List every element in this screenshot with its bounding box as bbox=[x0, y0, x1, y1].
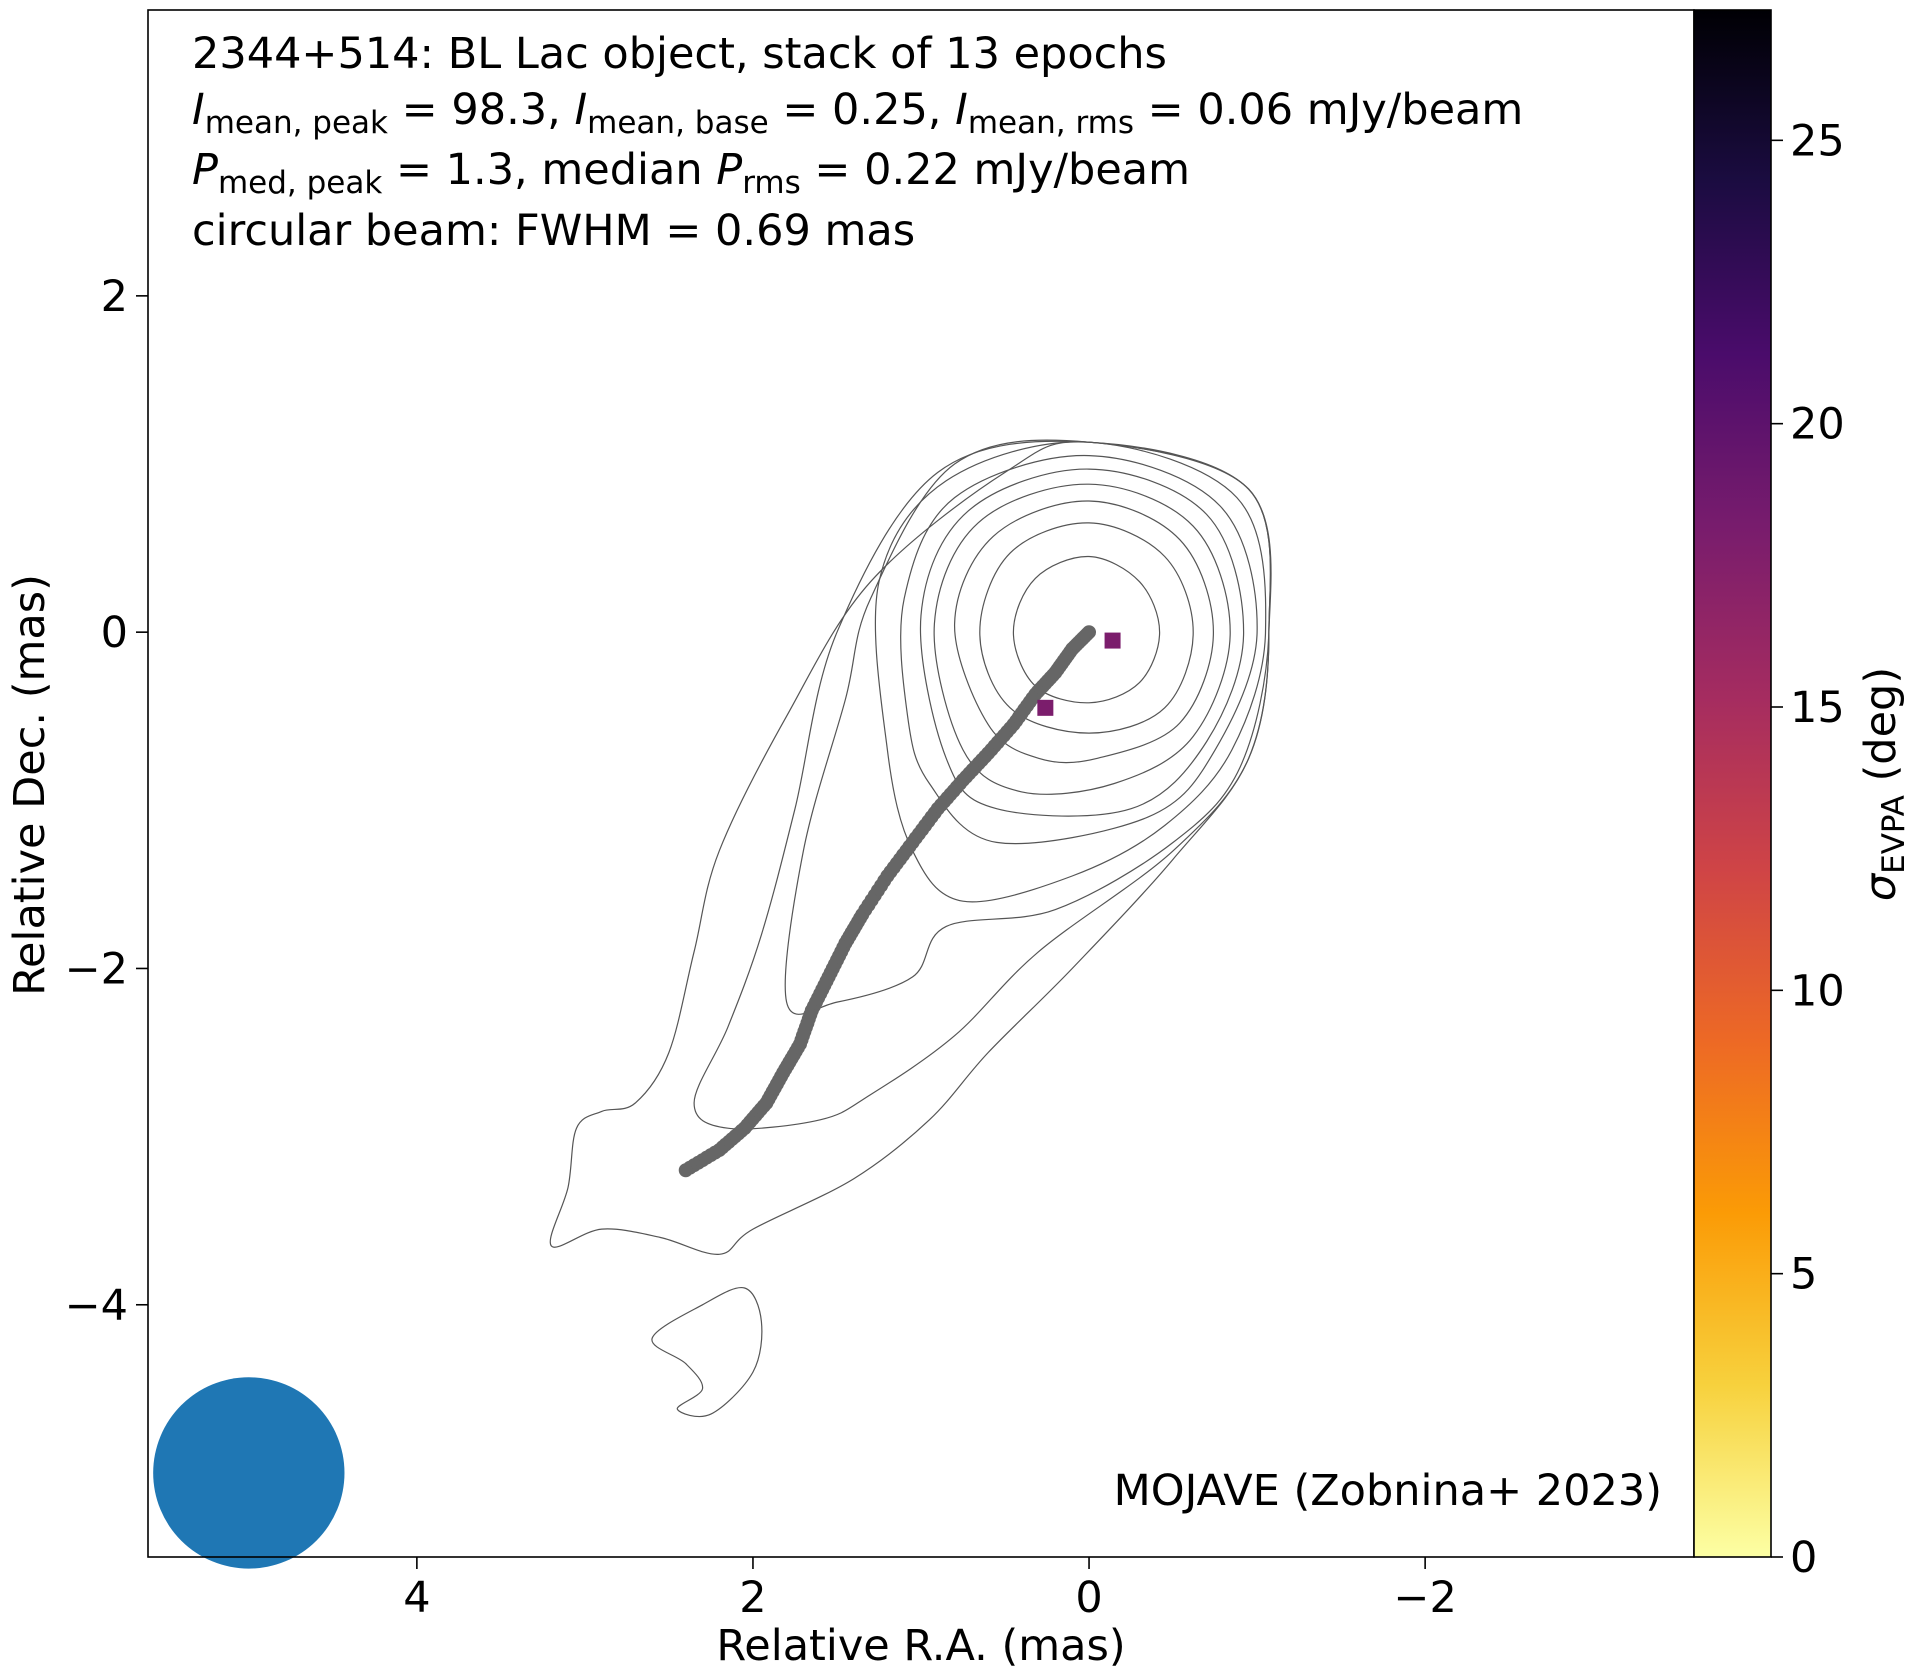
x-axis-ticks: 4 2 0 −2 bbox=[403, 1557, 1457, 1623]
colorbar-ticks: 0 5 10 15 20 25 bbox=[1771, 116, 1845, 1583]
contour-level-10 bbox=[549, 441, 1272, 1255]
y-axis-label: Relative Dec. (mas) bbox=[5, 574, 55, 996]
ridgeline-point bbox=[678, 1163, 693, 1178]
y-axis-ticks: 2 0 −2 −4 bbox=[65, 272, 148, 1331]
contour-level-9 bbox=[693, 440, 1272, 1130]
x-tick-label: 0 bbox=[1075, 1573, 1102, 1623]
contour-level-2 bbox=[979, 522, 1194, 734]
evpa-point-layer bbox=[1037, 632, 1121, 716]
colorbar-tick-label: 20 bbox=[1790, 400, 1845, 450]
colorbar-tick-label: 5 bbox=[1790, 1250, 1817, 1300]
colorbar-tick-label: 10 bbox=[1790, 966, 1845, 1016]
ridgeline-layer bbox=[678, 625, 1096, 1178]
colorbar-bar bbox=[1693, 9, 1772, 1558]
colorbar-label: σEVPA (deg) bbox=[1856, 667, 1905, 901]
contour-level-5 bbox=[919, 468, 1245, 817]
contour-level-1 bbox=[1012, 555, 1161, 704]
title-line-3: Pmed, peak = 1.3, median Prms = 0.22 mJy… bbox=[192, 145, 1190, 201]
x-axis-label: Relative R.A. (mas) bbox=[716, 1621, 1125, 1671]
x-tick-label: 4 bbox=[403, 1573, 430, 1623]
contour-island bbox=[651, 1286, 763, 1418]
y-tick-label: −4 bbox=[65, 1281, 128, 1331]
title-line-4: circular beam: FWHM = 0.69 mas bbox=[192, 206, 915, 256]
colorbar-tick-label: 0 bbox=[1790, 1533, 1817, 1583]
title-line-2: Imean, peak = 98.3, Imean, base = 0.25, … bbox=[192, 85, 1523, 141]
evpa-point bbox=[1037, 699, 1054, 716]
evpa-point bbox=[1104, 632, 1121, 649]
plot-area bbox=[148, 10, 1694, 1557]
title-line-1: 2344+514: BL Lac object, stack of 13 epo… bbox=[192, 29, 1167, 79]
y-tick-label: 2 bbox=[101, 272, 128, 322]
colorbar-tick-label: 15 bbox=[1790, 683, 1845, 733]
contour-layer bbox=[549, 439, 1272, 1418]
beam-ellipse bbox=[153, 1377, 345, 1569]
contour-level-3 bbox=[953, 500, 1215, 764]
y-tick-label: 0 bbox=[101, 608, 128, 658]
x-tick-label: 2 bbox=[739, 1573, 766, 1623]
x-tick-label: −2 bbox=[1393, 1573, 1456, 1623]
contour-level-4 bbox=[933, 483, 1231, 795]
y-tick-label: −2 bbox=[65, 944, 128, 994]
contour-level-6 bbox=[900, 454, 1258, 845]
colorbar-tick-label: 25 bbox=[1790, 116, 1845, 166]
credit-annotation: MOJAVE (Zobnina+ 2023) bbox=[1114, 1466, 1662, 1516]
